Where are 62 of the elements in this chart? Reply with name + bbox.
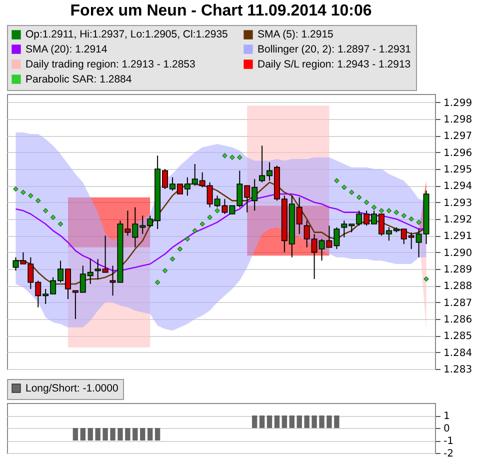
legend-label: Daily S/L region: 1.2943 - 1.2913 <box>258 58 411 70</box>
point <box>230 154 235 160</box>
legend-label: Long/Short: -1.0000 <box>26 382 118 394</box>
point <box>192 228 198 234</box>
y-tick-label: 1.293 <box>444 198 472 209</box>
point <box>207 214 212 220</box>
legend-label: Daily trading region: 1.2913 - 1.2853 <box>26 58 196 70</box>
y-tick-label: 1.290 <box>444 248 472 259</box>
point <box>43 208 48 214</box>
y-tick-label: 1.289 <box>444 264 472 276</box>
point <box>356 194 362 200</box>
point <box>364 200 370 205</box>
y-tick-label: 1.291 <box>444 231 472 242</box>
y-tick-label: 1.292 <box>444 214 472 226</box>
y-tick-label: 1.287 <box>444 298 472 309</box>
point <box>371 204 377 210</box>
point <box>394 210 399 215</box>
point <box>36 198 41 204</box>
point <box>401 213 406 218</box>
point <box>222 153 228 158</box>
point <box>20 190 26 195</box>
point <box>177 246 182 252</box>
point <box>50 214 56 220</box>
point <box>424 276 429 282</box>
chart-title: Forex um Neun - Chart 11.09.2014 10:06 <box>70 2 372 20</box>
y-tick-label: 1 <box>444 411 450 422</box>
legend-label: SMA (20): 1.2914 <box>26 43 108 56</box>
y-tick-label: 1.284 <box>444 348 472 359</box>
point <box>214 208 220 214</box>
point <box>378 208 384 214</box>
point <box>349 190 354 195</box>
point <box>155 280 160 285</box>
point <box>28 193 34 198</box>
y-tick-label: 1.299 <box>444 98 472 109</box>
y-tick-label: 1.296 <box>444 148 472 159</box>
legend-label: Op:1.2911, Hi:1.2937, Lo:1.2905, Cl:1.2935 <box>26 28 228 41</box>
point <box>342 184 347 190</box>
y-tick-label: 1.294 <box>444 181 472 192</box>
legend-label: SMA (5): 1.2915 <box>258 28 334 41</box>
point <box>200 221 205 227</box>
y-tick-label: 1.288 <box>444 281 472 292</box>
y-tick-label: 1.297 <box>444 131 472 142</box>
point <box>334 178 340 184</box>
point <box>13 186 18 192</box>
point <box>408 216 414 222</box>
y-tick-label: -2 <box>444 448 454 457</box>
y-tick-label: 0 <box>444 424 450 434</box>
point <box>386 208 392 214</box>
point <box>184 236 190 242</box>
y-tick-label: -1 <box>444 436 454 447</box>
point <box>237 154 242 160</box>
legend-label: Parabolic SAR: 1.2884 <box>26 73 132 86</box>
y-tick-label: 1.285 <box>444 331 472 342</box>
point <box>416 220 422 225</box>
y-tick-label: 1.295 <box>444 164 472 176</box>
point <box>58 221 64 227</box>
legend-label: Bollinger (20, 2): 1.2897 - 1.2931 <box>258 43 412 56</box>
y-tick-label: 1.286 <box>444 314 472 326</box>
point <box>170 256 176 262</box>
point <box>162 268 168 274</box>
y-tick-label: 1.283 <box>444 364 472 376</box>
y-tick-label: 1.298 <box>444 114 472 126</box>
